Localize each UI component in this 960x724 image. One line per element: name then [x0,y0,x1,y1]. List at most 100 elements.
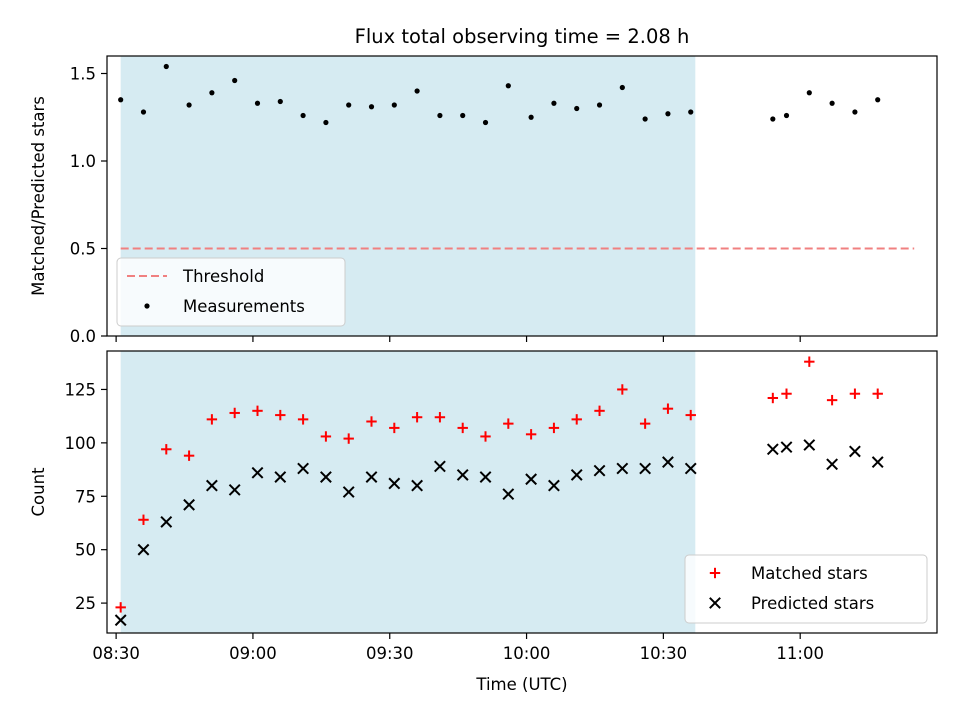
point-x-15-b [456,469,469,481]
point-x-31-b [871,456,884,468]
point-x-22 [616,462,629,475]
point-x-18-b [525,473,538,486]
point-x-29-b [826,458,839,471]
y-axis-label: Matched/Predicted stars [29,96,48,296]
chart-title: Flux total observing time = 2.08 h [355,25,690,48]
point-dot-30 [852,109,858,115]
point-dot-2 [163,63,169,70]
series-predicted-stars [114,439,884,627]
point-x-23-b [639,462,652,475]
point-plus-3 [183,450,195,461]
point-dot-9 [323,119,329,126]
legend-swatch-1 [144,303,150,309]
point-x-27 [780,441,793,454]
point-plus-18 [525,429,537,440]
point-plus-8 [297,414,309,425]
point-x-31 [871,456,884,468]
point-dot-7 [277,98,283,105]
point-x-28-b [803,439,816,451]
point-x-1 [137,543,150,556]
point-plus-13 [411,412,423,423]
point-plus-30 [849,388,861,399]
panel-count: 08:30 09:00 09:30 10:00 10:30 11:00 25 50 75 100 1… [29,350,938,663]
point-plus-20 [571,414,582,425]
point-x-13-b [411,479,424,492]
point-dot-16 [482,119,489,126]
point-plus-16 [480,431,491,442]
point-x-17-b [502,488,515,501]
y-tick-label-3: 100 [65,434,97,453]
point-x-20 [570,469,583,481]
point-x-6-b [251,466,264,479]
y-tick-label-3: 1.5 [70,65,96,84]
point-plus-24 [662,403,674,414]
y-tick-label-0: 0.0 [70,327,96,346]
point-plus-26 [767,392,779,404]
point-x-14 [434,460,446,473]
y-tick-label-2: 1.0 [70,152,96,171]
point-x-23 [639,462,652,475]
point-x-21-b [593,464,606,477]
point-plus-15 [457,422,468,434]
point-x-16-b [479,471,492,483]
x-axis-label: Time (UTC) [475,675,567,694]
axes-frame [106,350,938,634]
point-dot-15 [460,112,466,119]
point-x-9-b [319,471,332,483]
point-x-28 [803,439,816,451]
point-dot-3 [186,102,192,108]
point-dot-18 [528,114,534,120]
point-x-3 [183,498,195,511]
point-x-25 [684,462,697,475]
point-dot-8 [300,112,306,119]
point-x-8-b [297,462,310,475]
point-plus-9 [320,431,332,442]
point-plus-23 [639,418,651,429]
legend-label-0: Matched stars [751,564,868,583]
y-tick-label-0: 25 [75,594,96,613]
point-x-11-b [365,471,378,483]
point-plus-12 [389,422,400,434]
legend-swatch-1 [709,597,721,609]
point-x-7 [274,471,287,483]
point-x-27-b [780,441,793,454]
point-plus-6 [252,405,263,417]
y-tick-label-4: 125 [65,380,97,399]
point-x-4-b [205,479,218,492]
point-dot-19 [551,100,557,106]
point-dot-6 [254,100,261,106]
panel-ratio: 0.0 0.5 1.0 1.5 Matched/Predicted stars Thres… [29,55,938,346]
point-x-22-b [616,462,629,475]
point-dot-23 [642,116,648,122]
point-plus-31 [872,388,883,399]
point-dot-17 [505,83,511,89]
point-x-26 [766,443,779,456]
point-x-26-b [766,443,779,456]
series-matched-stars [115,356,883,613]
axes-frame [106,55,938,337]
point-x-2-b [160,516,173,528]
point-dot-22 [619,84,625,91]
point-x-12-b [388,477,401,490]
point-x-19 [548,479,560,492]
point-x-18 [525,473,538,486]
point-dot-21 [596,102,603,108]
point-plus-22 [617,384,628,395]
point-plus-28 [804,356,815,367]
x-tick-label-0: 08:30 [92,644,140,663]
point-x-10 [342,486,355,498]
point-plus-1 [138,514,149,525]
point-dot-10 [346,102,352,108]
point-x-10-b [342,486,355,498]
point-x-3-b [183,498,195,511]
point-plus-7 [275,409,286,421]
y-tick-label-1: 0.5 [70,240,96,259]
point-x-17 [502,488,515,501]
x-tick-label-4: 10:30 [640,644,688,663]
point-x-5-b [228,483,241,496]
point-x-16 [479,471,492,483]
point-dot-0 [118,97,124,103]
point-x-1-b [137,543,150,556]
point-x-7-b [274,471,287,483]
point-x-19-b [548,479,560,492]
